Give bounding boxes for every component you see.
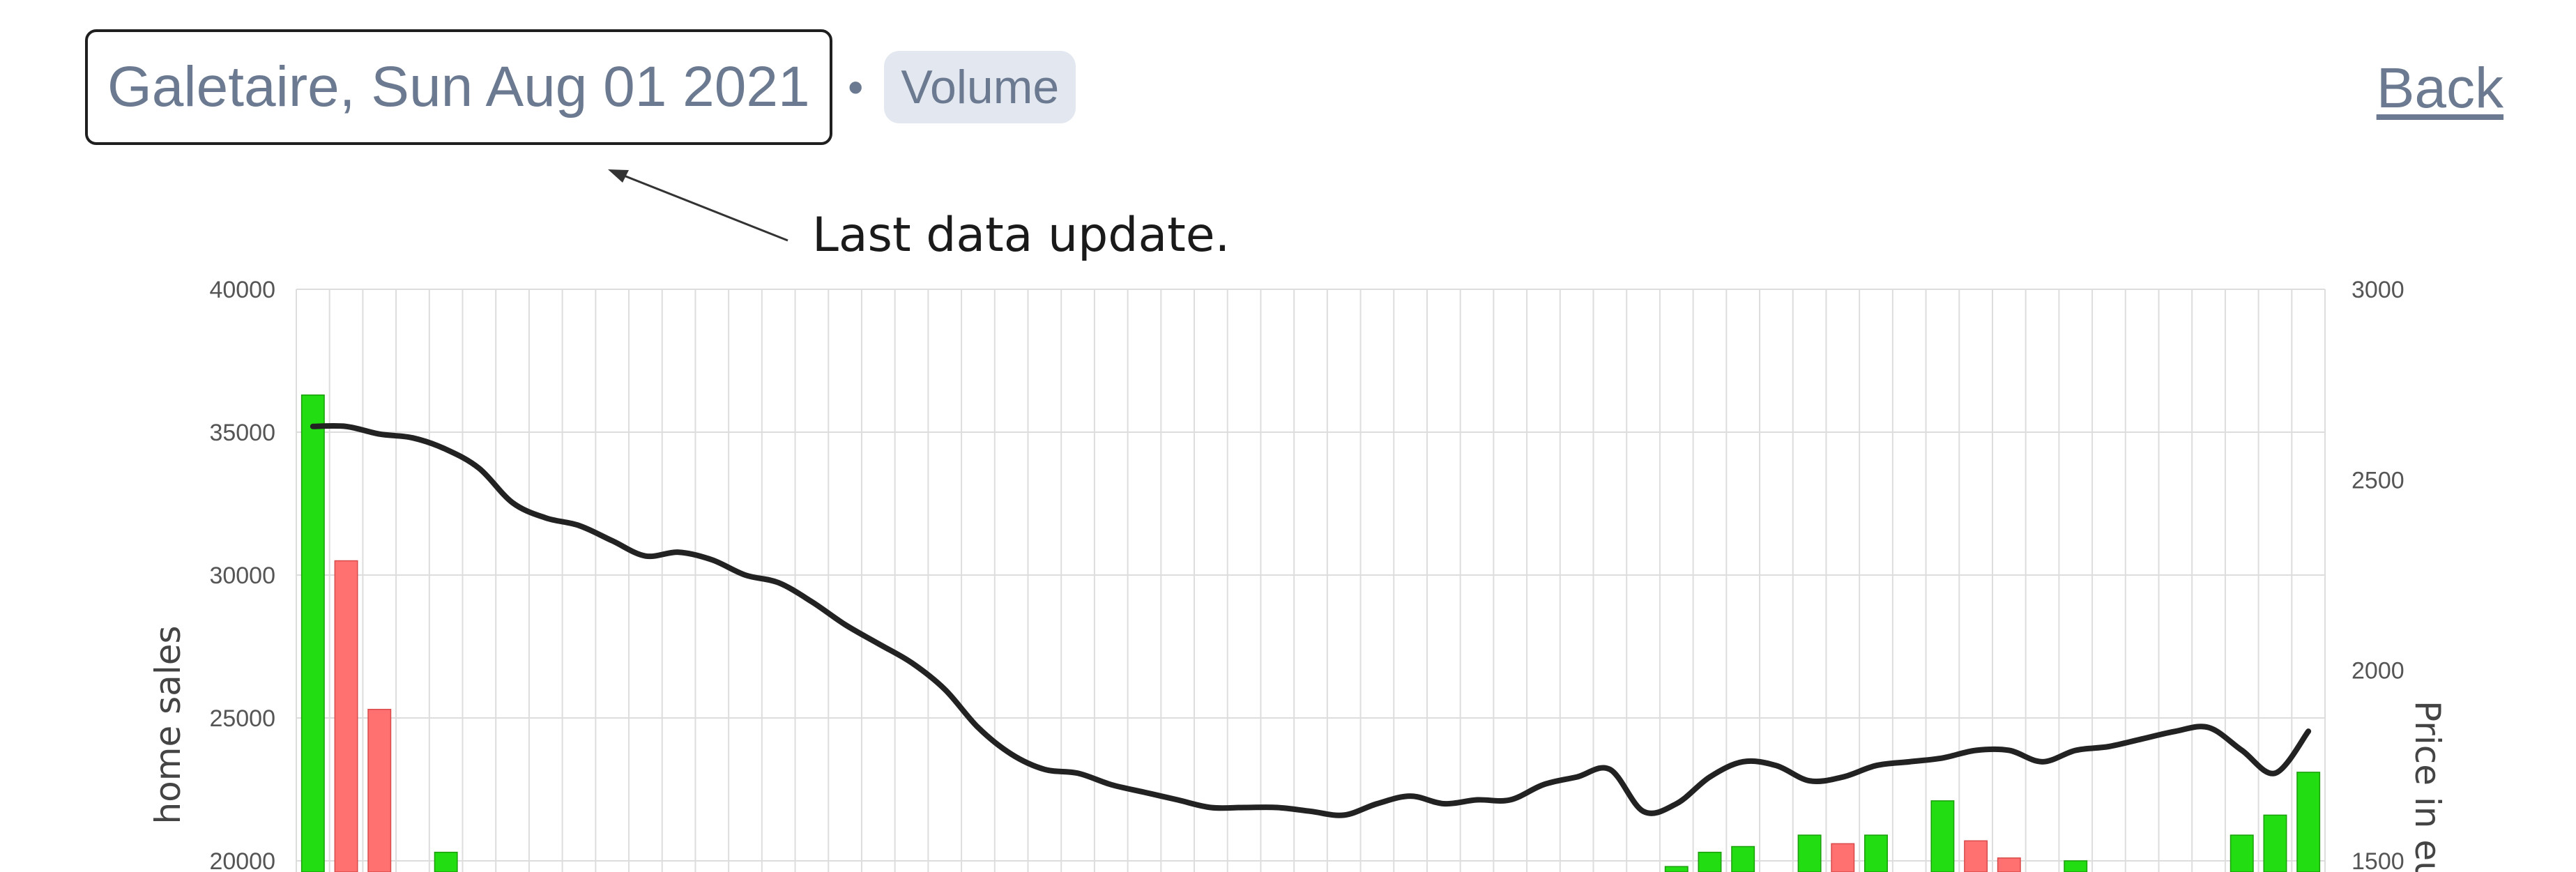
- y-tick-label: 35000: [209, 420, 275, 446]
- sales-bar: [367, 708, 392, 872]
- y-tick-label: 40000: [209, 277, 275, 303]
- annotation-arrow: [608, 169, 788, 242]
- back-link[interactable]: Back: [2376, 56, 2503, 120]
- chart-ticks: 40000 35000 30000 25000 20000 3000 2500 2000 150…: [209, 277, 2404, 872]
- y2-tick-label: 3000: [2352, 277, 2404, 303]
- annotation-text: Last data update.: [812, 208, 1230, 263]
- y2-tick-label: 1500: [2352, 848, 2404, 872]
- chart-price-line: [310, 422, 2312, 818]
- chart-bars: [300, 394, 2321, 872]
- sales-bar: [300, 394, 325, 872]
- title-separator: •: [848, 62, 864, 112]
- y2-tick-label: 2500: [2352, 467, 2404, 494]
- sales-bar: [1997, 857, 2021, 872]
- page-title: Galetaire, Sun Aug 01 2021: [107, 55, 810, 118]
- sales-bar: [1731, 846, 1755, 872]
- y-tick-label: 20000: [209, 848, 275, 872]
- y-tick-label: 25000: [209, 705, 275, 732]
- chart-grid: [296, 289, 2326, 872]
- header-left: Galetaire, Sun Aug 01 2021 • Volume: [85, 28, 1076, 146]
- sales-bar: [1831, 843, 1855, 872]
- sales-bar: [2296, 772, 2321, 872]
- sales-bar: [1930, 800, 1955, 872]
- sales-bar: [1797, 834, 1822, 872]
- sales-bar: [334, 560, 358, 872]
- last-update-highlight-box: Galetaire, Sun Aug 01 2021: [85, 29, 832, 145]
- y-axis-label: home sales: [148, 625, 188, 824]
- sales-bar: [1864, 834, 1888, 872]
- sales-bar: [2263, 814, 2287, 872]
- sales-bar: [1664, 866, 1689, 872]
- y-tick-label: 30000: [209, 563, 275, 589]
- sales-bar: [1698, 851, 1722, 872]
- y2-axis-label: Price in eu: [2407, 701, 2448, 872]
- price-line: [310, 422, 2312, 818]
- volume-badge[interactable]: Volume: [884, 51, 1076, 123]
- sales-bar: [2230, 834, 2254, 872]
- sales-bar: [1964, 840, 1988, 872]
- sales-bar: [2064, 860, 2088, 872]
- sales-bar: [434, 851, 458, 872]
- y2-tick-label: 2000: [2352, 658, 2404, 684]
- chart-axis-labels: home sales Price in eu: [148, 625, 2448, 872]
